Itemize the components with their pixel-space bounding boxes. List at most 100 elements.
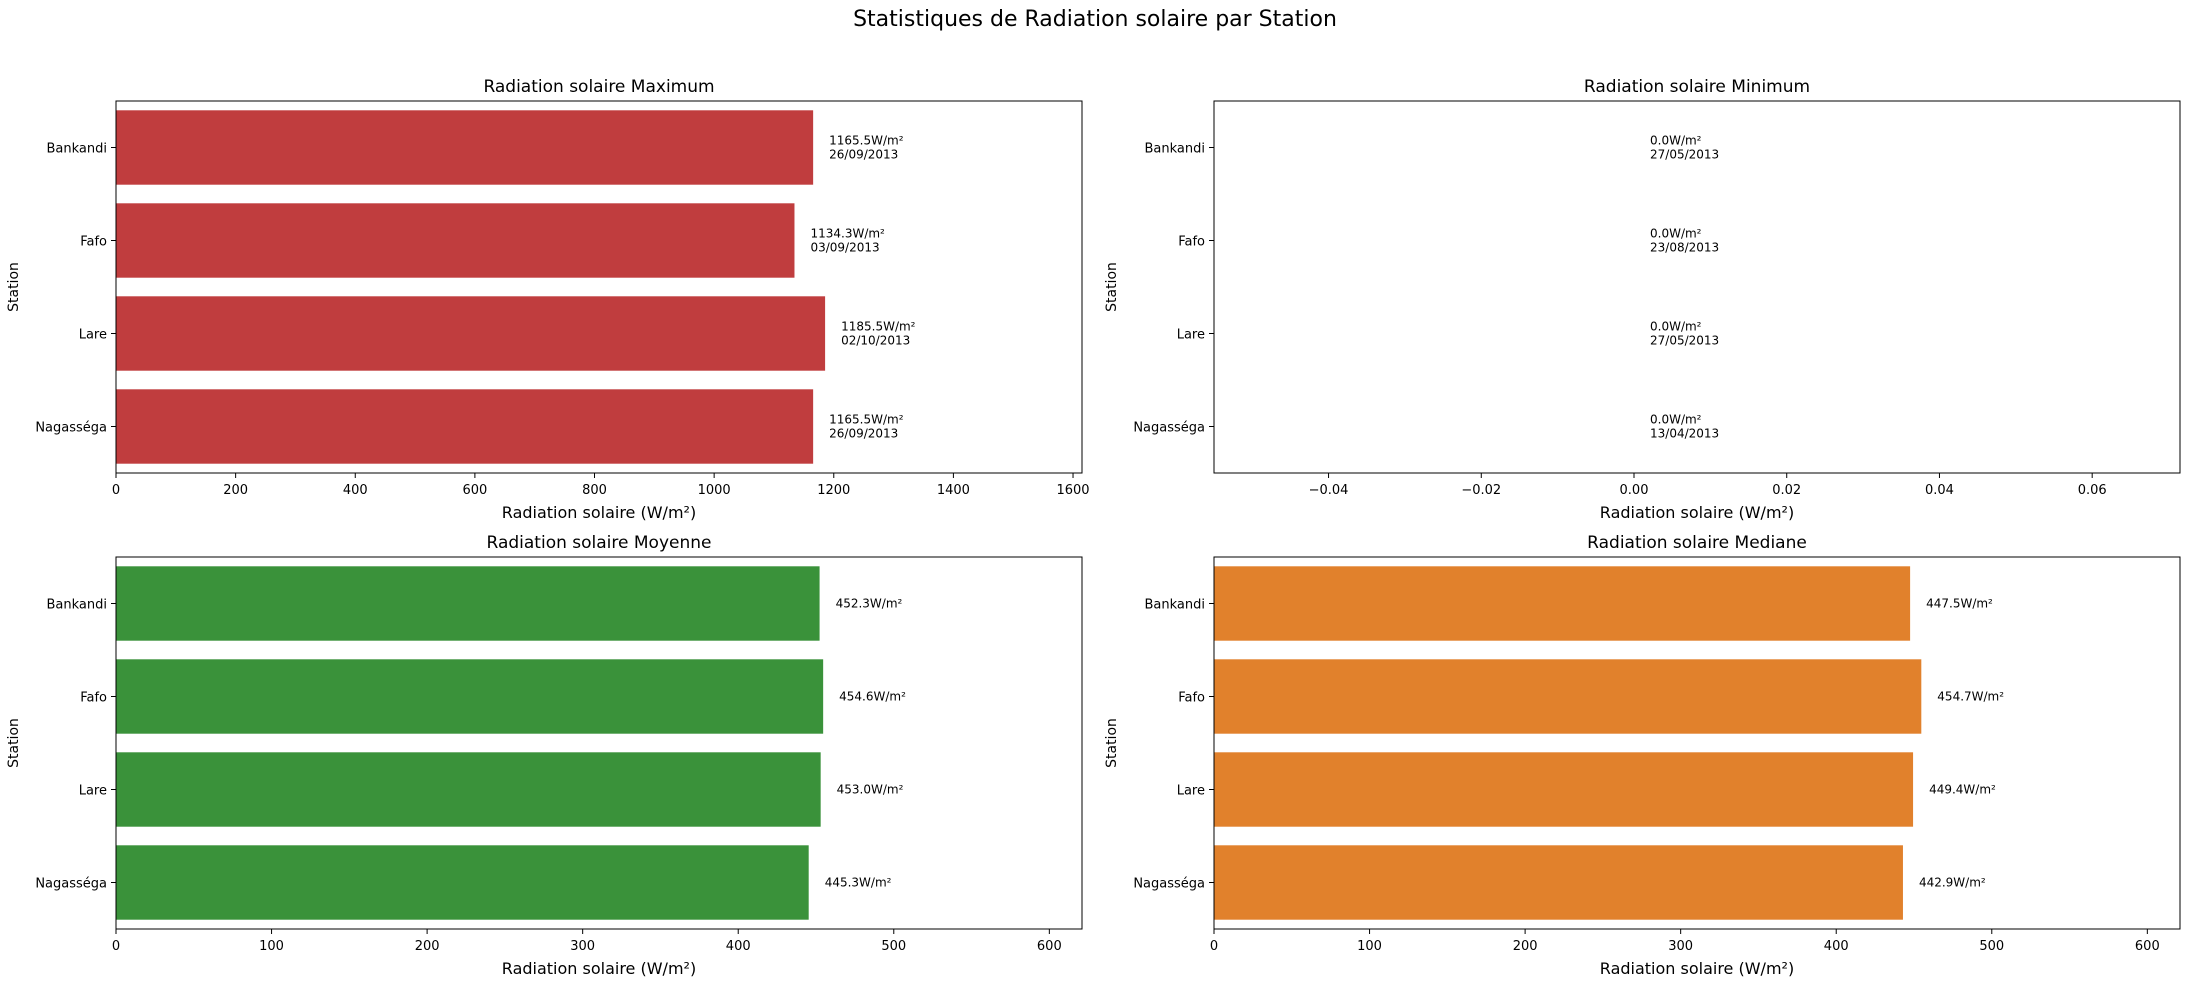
bar-lare [116,752,821,827]
x-tick-label: 0.00 [1620,483,1649,498]
bar-lare [1214,752,1914,827]
x-tick-label: 100 [259,939,284,954]
chart-panel-minimum: Radiation solaire Minimum Bankandi 0.0W/m²… [1104,77,2181,522]
x-tick-label: −0.02 [1461,483,1501,498]
plot-area-frame [1213,100,2181,474]
x-tick-label: 400 [726,939,751,954]
bar-bankandi [1214,566,1911,641]
x-axis-label: Radiation solaire (W/m²) [1600,959,1794,978]
y-tick-label: Nagasséga [1133,421,1205,436]
bar-fafo [116,659,824,734]
chart-title: Radiation solaire Mediane [1587,533,1807,553]
bar-value-label: 449.4W/m² [1929,783,1996,797]
y-tick-label: Nagasséga [35,421,107,436]
bar-value-label: 26/09/2013 [829,427,898,441]
x-tick-label: 200 [223,483,248,498]
bar-value-label: 23/08/2013 [1650,241,1719,255]
x-axis-label: Radiation solaire (W/m²) [502,959,696,978]
y-tick-label: Lare [79,784,107,799]
bar-fafo [116,203,795,278]
plot-area-frame [115,100,1083,474]
bar-fafo [1214,659,1922,734]
x-axis-label: Radiation solaire (W/m²) [1600,503,1794,522]
bar-value-label: 02/10/2013 [841,334,910,348]
y-tick-label: Nagasséga [1133,877,1205,892]
bar-value-label: 13/04/2013 [1650,427,1719,441]
plot-area-frame [115,556,1083,930]
x-tick-label: 1200 [817,483,850,498]
plot-area-frame [1213,556,2181,930]
bar-bankandi [116,110,814,185]
x-tick-label: 400 [1824,939,1849,954]
x-tick-label: 0 [1210,939,1218,954]
bar-value-label: 27/05/2013 [1650,148,1719,162]
y-tick-label: Bankandi [47,142,108,157]
bar-value-label: 454.7W/m² [1937,690,2004,704]
x-tick-label: 0.02 [1772,483,1801,498]
bar-nagasséga [116,845,809,920]
figure-suptitle: Statistiques de Radiation solaire par St… [853,7,1337,32]
bar-value-label: 1165.5W/m² [829,134,904,148]
bar-value-label: 03/09/2013 [810,241,879,255]
x-tick-label: 500 [1979,939,2004,954]
bar-value-label: 447.5W/m² [1926,597,1993,611]
bar-value-label: 1165.5W/m² [829,413,904,427]
bar-bankandi [116,566,820,641]
bar-value-label: 1134.3W/m² [810,227,885,241]
x-tick-label: 800 [582,483,607,498]
y-tick-label: Bankandi [1145,142,1206,157]
y-tick-label: Lare [1177,784,1205,799]
x-tick-label: 600 [462,483,487,498]
x-tick-label: 600 [1037,939,1062,954]
y-tick-label: Nagasséga [35,877,107,892]
x-tick-label: −0.04 [1309,483,1349,498]
chart-panel-moyenne: Radiation solaire Moyenne Bankandi 452.3W/… [6,533,1083,978]
bar-value-label: 26/09/2013 [829,148,898,162]
bar-value-label: 0.0W/m² [1650,134,1702,148]
y-axis-label: Station [6,718,22,768]
y-axis-label: Station [1104,718,1120,768]
bar-value-label: 452.3W/m² [836,597,903,611]
x-tick-label: 0 [112,483,120,498]
bar-value-label: 453.0W/m² [837,783,904,797]
y-axis-label: Station [1104,262,1120,312]
x-tick-label: 600 [2135,939,2160,954]
y-tick-label: Fafo [80,691,107,706]
bar-lare [116,296,826,371]
y-tick-label: Fafo [80,235,107,250]
y-tick-label: Fafo [1178,691,1205,706]
bar-value-label: 445.3W/m² [825,876,892,890]
chart-panel-mediane: Radiation solaire Mediane Bankandi 447.5W/… [1104,533,2181,978]
y-tick-label: Bankandi [47,598,108,613]
x-tick-label: 1000 [698,483,731,498]
chart-panels: Radiation solaire Maximum Bankandi 1165.5W… [6,77,2181,978]
y-tick-label: Bankandi [1145,598,1206,613]
x-axis-label: Radiation solaire (W/m²) [502,503,696,522]
x-tick-label: 400 [343,483,368,498]
bar-value-label: 1185.5W/m² [841,320,916,334]
bar-value-label: 454.6W/m² [839,690,906,704]
bar-nagasséga [116,389,814,464]
x-tick-label: 500 [881,939,906,954]
x-tick-label: 0 [112,939,120,954]
x-tick-label: 100 [1357,939,1382,954]
chart-panel-maximum: Radiation solaire Maximum Bankandi 1165.5W… [6,77,1090,522]
x-tick-label: 300 [1668,939,1693,954]
y-tick-label: Fafo [1178,235,1205,250]
chart-title: Radiation solaire Maximum [483,77,714,97]
x-tick-label: 0.04 [1925,483,1954,498]
bar-value-label: 442.9W/m² [1919,876,1986,890]
x-tick-label: 1600 [1056,483,1089,498]
bar-value-label: 27/05/2013 [1650,334,1719,348]
bar-value-label: 0.0W/m² [1650,320,1702,334]
y-tick-label: Lare [1177,328,1205,343]
x-tick-label: 300 [570,939,595,954]
y-tick-label: Lare [79,328,107,343]
x-tick-label: 200 [1513,939,1538,954]
x-tick-label: 0.06 [2078,483,2107,498]
bar-value-label: 0.0W/m² [1650,227,1702,241]
x-tick-label: 200 [415,939,440,954]
x-tick-label: 1400 [937,483,970,498]
y-axis-label: Station [6,262,22,312]
